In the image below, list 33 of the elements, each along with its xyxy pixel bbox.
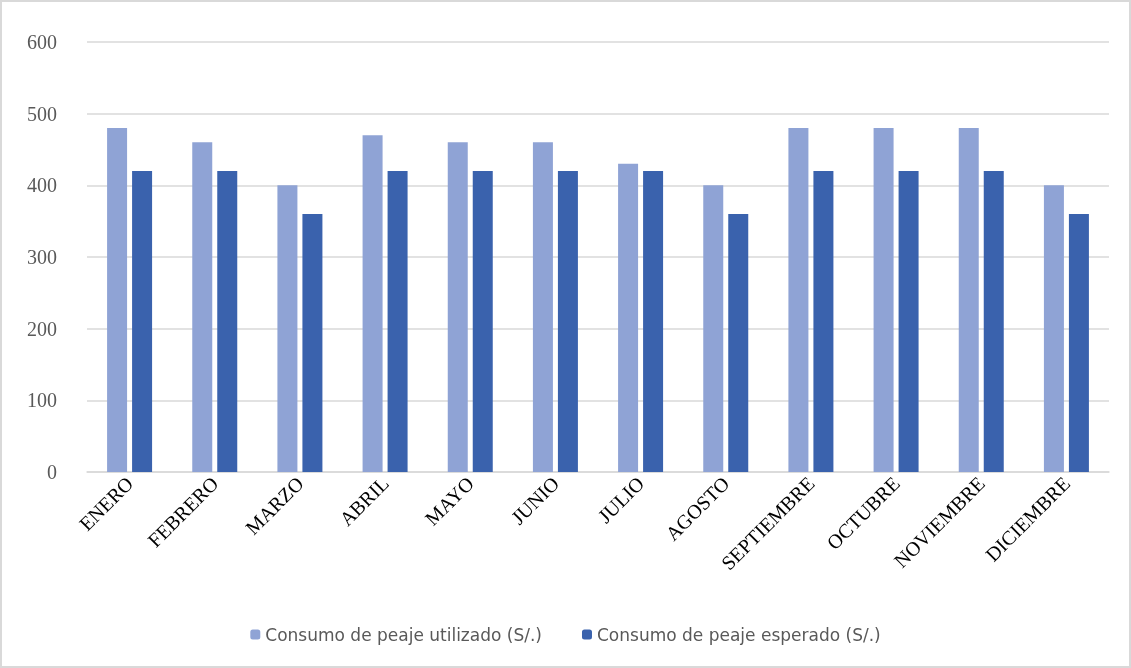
bar	[447, 142, 468, 472]
bar	[192, 142, 213, 472]
bar	[958, 128, 979, 472]
y-tick-label: 100	[27, 389, 57, 412]
bar	[557, 171, 578, 472]
bar	[788, 128, 809, 472]
bar	[618, 163, 639, 472]
bar	[728, 214, 749, 472]
y-tick-label: 200	[27, 317, 57, 340]
legend-label: Consumo de peaje esperado (S/.)	[596, 624, 881, 645]
bar	[277, 185, 298, 472]
y-tick-label: 400	[27, 174, 57, 197]
bar	[362, 135, 383, 472]
bar	[983, 171, 1004, 472]
bar	[898, 171, 919, 472]
bar	[1043, 185, 1064, 472]
bar	[703, 185, 724, 472]
legend-label: Consumo de peaje utilizado (S/.)	[265, 624, 542, 645]
y-tick-label: 0	[47, 461, 57, 483]
y-tick-label: 500	[27, 102, 57, 125]
bar	[1068, 214, 1089, 472]
bar	[532, 142, 553, 472]
bar	[813, 171, 834, 472]
bar	[217, 171, 238, 472]
bar	[107, 128, 128, 472]
bar	[643, 171, 664, 472]
bar	[302, 214, 323, 472]
y-tick-label: 300	[27, 246, 57, 268]
bar	[873, 128, 894, 472]
bar	[472, 171, 493, 472]
bar	[387, 171, 408, 472]
y-tick-label: 600	[27, 31, 57, 53]
bar	[132, 171, 153, 472]
